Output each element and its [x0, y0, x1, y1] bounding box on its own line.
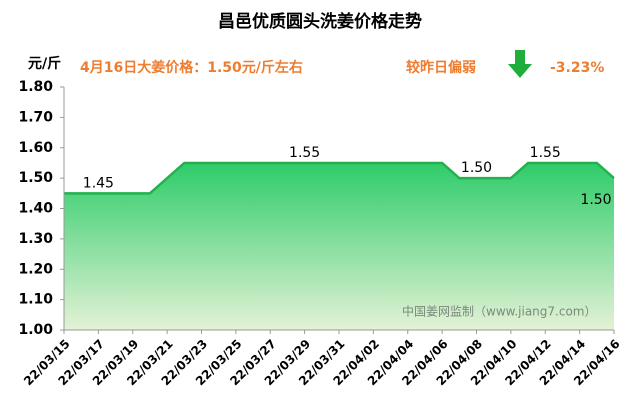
change-text: 较昨日偏弱 — [406, 59, 476, 76]
y-tick-label: 1.30 — [18, 231, 53, 247]
y-tick-label: 1.00 — [18, 322, 53, 338]
watermark: 中国姜网监制（www.jiang7.com） — [402, 304, 596, 319]
down-arrow — [508, 50, 532, 78]
data-label: 1.55 — [289, 145, 320, 161]
change-value: -3.23% — [550, 60, 604, 76]
chart-title: 昌邑优质圆头洗姜价格走势 — [218, 11, 422, 32]
y-tick-label: 1.60 — [18, 140, 53, 156]
area — [64, 162, 614, 330]
y-tick-label: 1.20 — [18, 261, 53, 277]
data-label: 1.50 — [580, 192, 611, 208]
annotation: 4月16日大姜价格：1.50元/斤左右 — [80, 59, 303, 76]
y-unit: 元/斤 — [28, 55, 61, 72]
y-tick-label: 1.40 — [18, 201, 53, 217]
y-tick-label: 1.70 — [18, 109, 53, 125]
data-label: 1.50 — [461, 160, 492, 176]
data-label: 1.55 — [530, 145, 561, 161]
line — [64, 161, 615, 195]
data-label: 1.45 — [83, 175, 114, 191]
y-tick-label: 1.50 — [18, 170, 53, 186]
y-tick-label: 1.80 — [18, 79, 53, 95]
y-tick-label: 1.10 — [18, 292, 53, 308]
